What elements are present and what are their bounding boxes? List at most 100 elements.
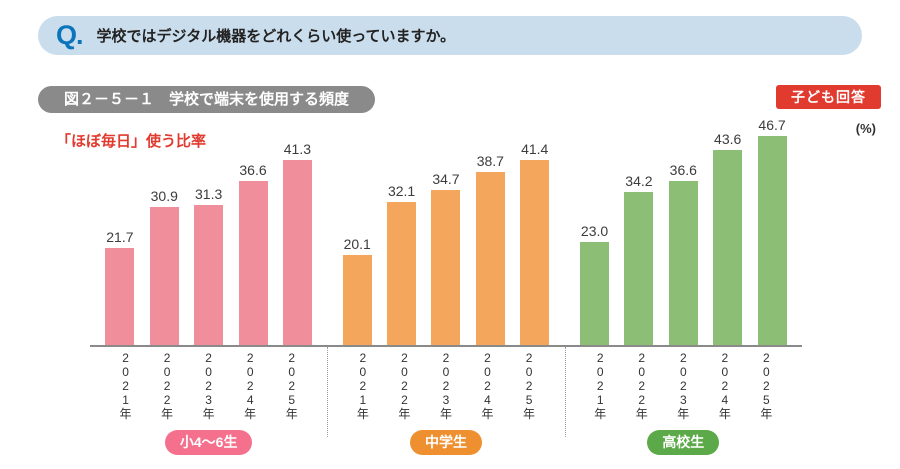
bar (431, 190, 461, 345)
year-char: 2 (638, 379, 646, 393)
year-char: 2 (525, 351, 533, 365)
bar-cell: 23.0 (580, 223, 610, 345)
year-char: 2 (122, 379, 129, 393)
year-char: 0 (763, 365, 770, 379)
bar-cell: 20.1 (342, 236, 372, 345)
unit-label: (%) (855, 121, 876, 136)
group-footer: 2 0 2 1 年 2 0 2 2 年 2 0 2 3 年 2 0 2 4 年 2 0 2 5 年中学生 (327, 351, 564, 455)
metric-label: 「ほぼ毎日」使う比率 (56, 133, 207, 150)
year-char: 2 (163, 393, 171, 407)
year-char: 2 (359, 351, 367, 365)
bar-cell: 30.9 (149, 188, 179, 345)
bar-group: 23.0 34.2 36.6 43.6 46.7 (565, 117, 802, 345)
year-char: 0 (205, 365, 212, 379)
bar (520, 160, 550, 345)
bar-cell: 36.6 (238, 162, 268, 345)
bar (387, 202, 417, 345)
year-char: 2 (525, 379, 533, 393)
bar (713, 150, 743, 345)
bar-cell: 34.7 (431, 171, 461, 345)
year-char: 0 (163, 365, 171, 379)
year-char: 0 (359, 365, 367, 379)
question-text: 学校ではデジタル機器をどれくらい使っていますか。 (96, 28, 456, 45)
bar-cell: 36.6 (668, 162, 698, 345)
respondent-badge: 子ども回答 (776, 85, 881, 109)
group-pill: 小4～6生 (164, 430, 253, 455)
x-axis-line (90, 345, 802, 347)
group-separator (327, 347, 329, 437)
year-char: 0 (484, 365, 491, 379)
year-char: 2 (721, 351, 729, 365)
figure-header: 図２－５－１ 学校で端末を使用する頻度 子ども回答 (38, 85, 881, 113)
bar-cell: 34.2 (624, 173, 654, 345)
year-char: 2 (638, 351, 646, 365)
year-char: 3 (205, 393, 212, 407)
year-char: 2 (679, 379, 687, 393)
year-char: 年 (635, 407, 648, 421)
year-char: 年 (481, 407, 494, 421)
bar (668, 181, 698, 345)
bar-value-label: 43.6 (714, 131, 742, 147)
bar (580, 242, 610, 345)
year-char: 2 (721, 379, 729, 393)
bar-value-label: 41.4 (521, 141, 549, 157)
bar-cell: 32.1 (387, 183, 417, 345)
year-char: 2 (288, 379, 296, 393)
group-separator (564, 347, 566, 437)
year-char: 3 (442, 393, 450, 407)
year-char: 1 (596, 393, 604, 407)
group-pill: 中学生 (409, 430, 482, 455)
year-char: 0 (638, 365, 646, 379)
bar (757, 136, 787, 345)
bar-value-label: 21.7 (106, 229, 134, 245)
year-char: 2 (763, 351, 770, 365)
bar-cell: 43.6 (713, 131, 743, 345)
group-pill: 高校生 (647, 430, 720, 455)
year-char: 2 (288, 351, 296, 365)
bar (238, 181, 268, 345)
year-char: 2 (401, 351, 408, 365)
question-mark-label: Q. (56, 20, 83, 50)
bar (149, 207, 179, 345)
bar-value-label: 30.9 (150, 188, 178, 204)
year-char: 2 (596, 379, 604, 393)
year-char: 2 (484, 379, 491, 393)
bar-value-label: 34.2 (625, 173, 653, 189)
year-char: 2 (359, 379, 367, 393)
bar-value-label: 46.7 (758, 117, 786, 133)
year-char: 年 (523, 407, 536, 421)
bar-group: 21.7 30.9 31.3 36.6 41.3 (90, 141, 327, 345)
bar-cell: 21.7 (105, 229, 135, 345)
year-char: 年 (594, 407, 607, 421)
year-char: 2 (442, 379, 450, 393)
year-char: 年 (285, 407, 298, 421)
year-char: 2 (205, 351, 212, 365)
bar (282, 160, 312, 345)
year-char: 2 (596, 351, 604, 365)
year-char: 2 (401, 393, 408, 407)
bar (342, 255, 372, 345)
year-char: 2 (401, 379, 408, 393)
year-char: 年 (398, 407, 411, 421)
bar-cell: 31.3 (194, 186, 224, 345)
year-char: 年 (202, 407, 215, 421)
bars-row: 21.7 30.9 31.3 36.6 41.3 20.1 32.1 34.7 38.7 41.4… (90, 117, 802, 345)
year-char: 4 (721, 393, 729, 407)
bar-group: 20.1 32.1 34.7 38.7 41.4 (327, 141, 564, 345)
year-char: 1 (122, 393, 129, 407)
year-char: 0 (596, 365, 604, 379)
year-char: 1 (359, 393, 367, 407)
year-char: 2 (638, 393, 646, 407)
year-char: 0 (246, 365, 254, 379)
year-char: 4 (246, 393, 254, 407)
